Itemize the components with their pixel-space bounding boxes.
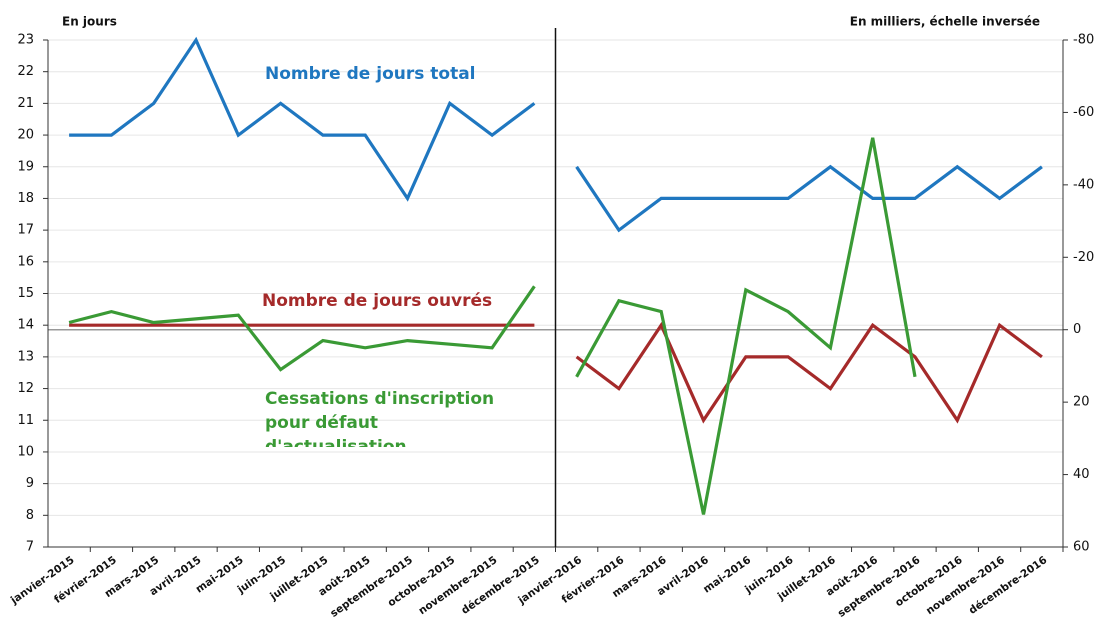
y-tick-label: 22 xyxy=(17,64,34,79)
series-line xyxy=(575,164,1043,233)
series-name: Nombre de jours ouvrés xyxy=(262,291,493,311)
y-tick-label: 9 xyxy=(26,476,34,491)
series-line xyxy=(68,285,536,372)
y-tick-label: 17 xyxy=(17,223,34,238)
y-tick-label: 20 xyxy=(17,128,34,143)
y2-tick-label: -20 xyxy=(1073,250,1094,265)
y2-tick-label: -40 xyxy=(1073,177,1094,192)
y-tick-label: 18 xyxy=(17,191,34,206)
y-tick-label: 11 xyxy=(17,413,34,428)
series-line xyxy=(575,321,1043,424)
x-tick-label: novembre-2016 xyxy=(924,554,1007,617)
y2-tick-label: 40 xyxy=(1073,467,1090,482)
y-tick-label: 7 xyxy=(26,540,34,555)
y-tick-label: 19 xyxy=(17,159,34,174)
y-tick-label: 21 xyxy=(17,96,34,111)
y2-tick-label: 0 xyxy=(1073,322,1081,337)
series-line xyxy=(69,36,536,202)
y-axis-label: En jours xyxy=(62,15,117,29)
series-annotation: Nombre de jours total xyxy=(265,64,476,84)
y-tick-label: 16 xyxy=(17,254,34,269)
y2-tick-label: 20 xyxy=(1073,395,1090,410)
y-tick-label: 23 xyxy=(17,33,34,48)
series-name: Nombre de jours total xyxy=(265,64,476,84)
y-tick-label: 10 xyxy=(17,444,34,459)
x-tick-label: novembre-2015 xyxy=(416,554,499,617)
y-tick-label: 12 xyxy=(17,381,34,396)
y-tick-label: 13 xyxy=(17,349,34,364)
series-line xyxy=(575,137,917,515)
series-annotation: Cessations d'inscription pour défaut d'a… xyxy=(265,389,495,447)
y-tick-label: 15 xyxy=(17,286,34,301)
y2-tick-label: 60 xyxy=(1073,540,1090,555)
series-annotation: Nombre de jours ouvrés xyxy=(262,291,493,311)
y2-tick-label: -80 xyxy=(1073,33,1094,48)
y2-axis-label: En milliers, échelle inversée xyxy=(850,15,1040,29)
series-name: Cessations d'inscription pour défaut d'a… xyxy=(265,389,495,447)
x-tick-label: décembre-2016 xyxy=(967,554,1050,617)
x-tick-label: décembre-2015 xyxy=(459,554,542,617)
y2-tick-label: -60 xyxy=(1073,105,1094,120)
y-tick-label: 14 xyxy=(17,318,34,333)
y-tick-label: 8 xyxy=(26,508,34,523)
